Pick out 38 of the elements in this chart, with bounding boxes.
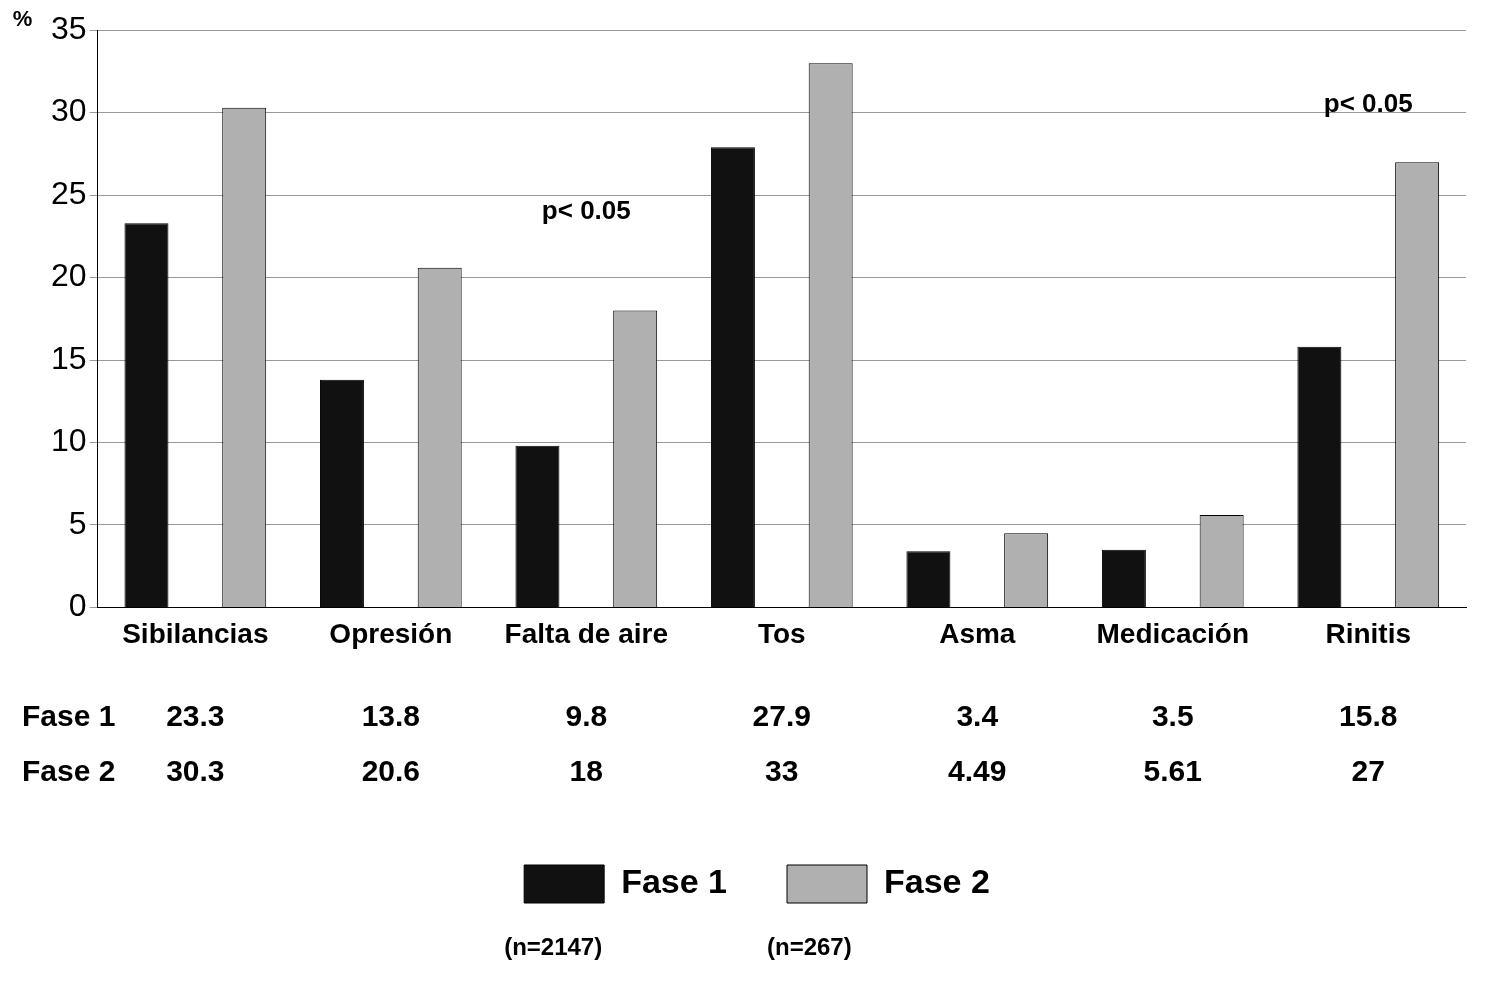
- y-tick-label: 15: [51, 339, 87, 376]
- x-tick-label: Opresión: [329, 617, 453, 649]
- y-axis-title: %: [12, 6, 33, 32]
- data-label: 33: [765, 753, 799, 787]
- data-label: 3.4: [956, 698, 999, 732]
- text: (n=2147): [504, 932, 603, 960]
- text: (n=267): [767, 932, 852, 960]
- y-tick-label: 10: [51, 422, 87, 459]
- y-tick-label: 30: [51, 92, 87, 129]
- annotation: p< 0.05: [541, 194, 631, 225]
- data-label: 20.6: [361, 753, 421, 787]
- data-label: 4.49: [948, 753, 1007, 787]
- y-tick-label: 5: [68, 504, 87, 541]
- data-label: 27: [1351, 753, 1385, 787]
- legend-label: Fase 1: [621, 862, 728, 901]
- x-tick-label: Asma: [939, 617, 1016, 649]
- text: Fase 2: [22, 753, 116, 787]
- data-label: 5.61: [1143, 753, 1202, 787]
- data-label: 3.5: [1151, 698, 1194, 732]
- y-tick-label: 25: [51, 174, 87, 211]
- data-label: 9.8: [565, 698, 608, 732]
- y-tick-label: 0: [68, 587, 87, 624]
- x-tick-label: Sibilancias: [122, 617, 269, 649]
- data-label: 18: [569, 753, 603, 787]
- x-tick-label: Tos: [757, 617, 806, 649]
- data-label: 13.8: [361, 698, 421, 732]
- data-label: 27.9: [752, 698, 811, 732]
- text: Fase 1: [22, 698, 116, 732]
- data-label: 23.3: [166, 698, 225, 732]
- annotation: p< 0.05: [1323, 87, 1413, 118]
- y-tick-label: 20: [51, 257, 87, 294]
- data-label: 30.3: [166, 753, 225, 787]
- data-label: 15.8: [1339, 698, 1398, 732]
- y-tick-label: 35: [51, 10, 87, 47]
- x-tick-label: Falta de aire: [504, 617, 669, 649]
- x-tick-label: Rinitis: [1325, 617, 1412, 649]
- x-tick-label: Medicación: [1096, 617, 1250, 649]
- legend-label: Fase 2: [884, 862, 990, 901]
